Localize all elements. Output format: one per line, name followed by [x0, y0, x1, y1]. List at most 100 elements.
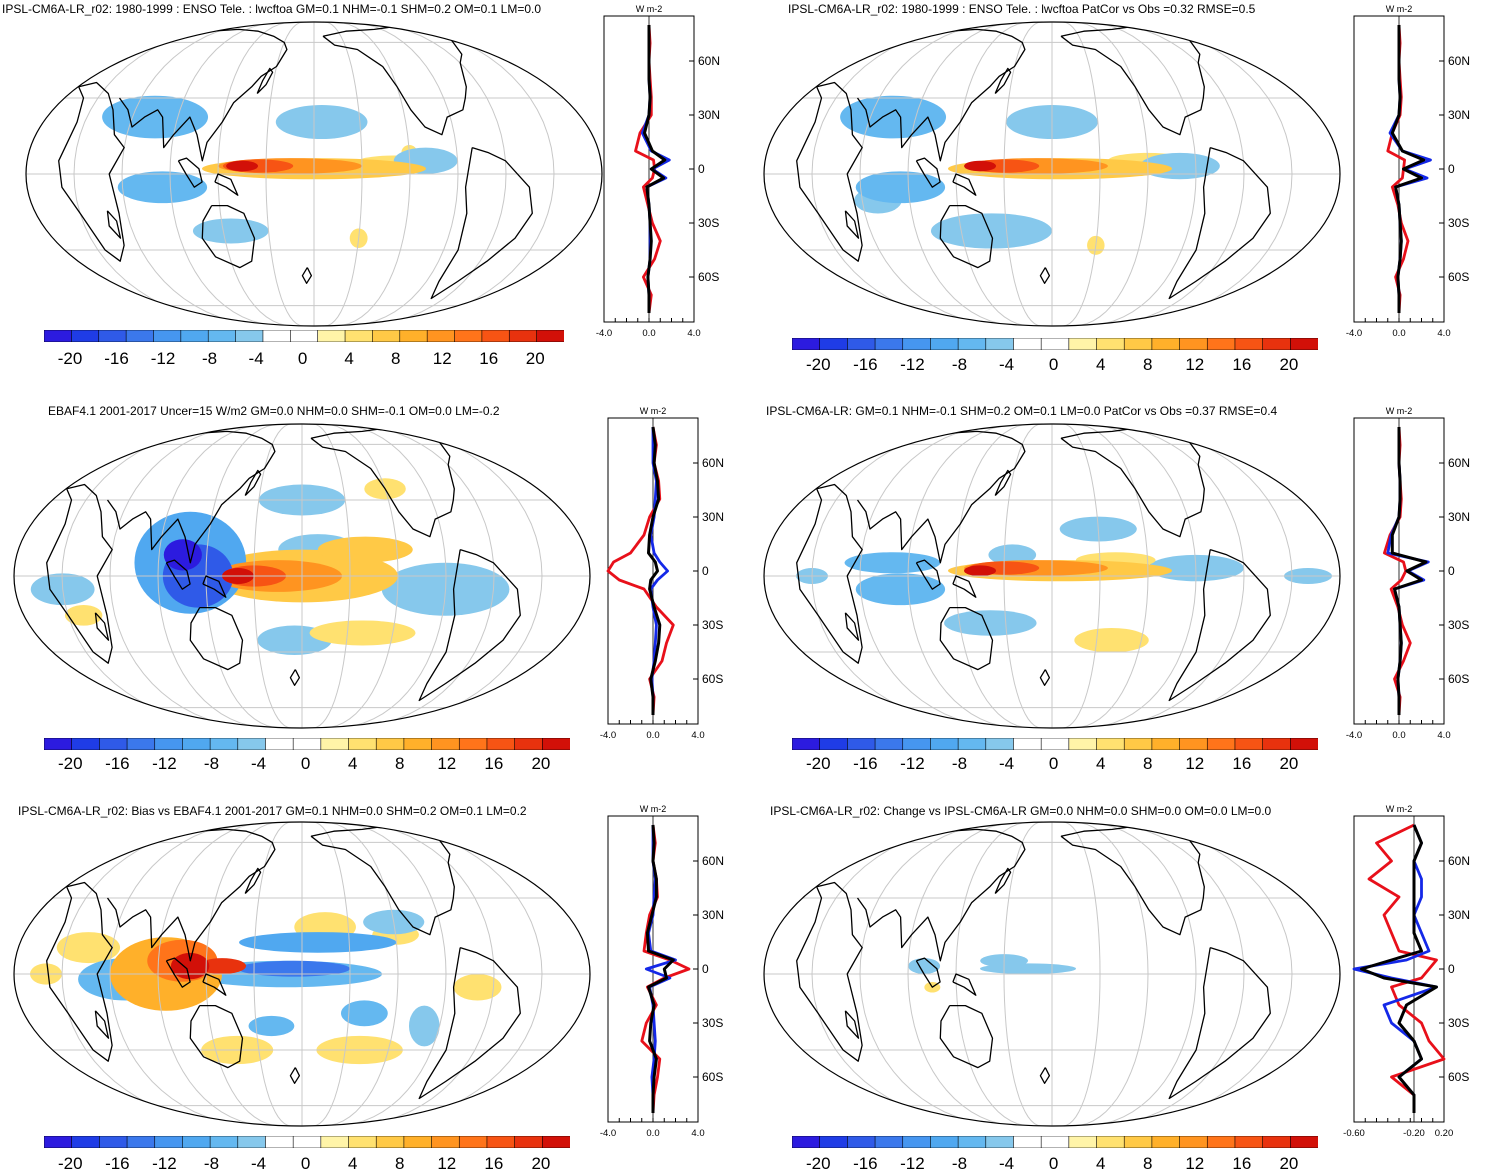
- colorbar-tick-label: 0: [300, 1154, 311, 1173]
- map-field-layer: [26, 22, 602, 326]
- coastline: [856, 28, 1026, 162]
- colorbar-tick-label: -4: [250, 1154, 267, 1173]
- x-tick-label: -4.0: [600, 730, 616, 741]
- colorbar-swatch: [957, 738, 987, 750]
- colorbar-swatch: [985, 738, 1015, 750]
- coastline: [952, 575, 977, 598]
- lat-tick-label: 30S: [702, 618, 723, 632]
- coastline: [106, 210, 122, 239]
- x-tick-label: 0.0: [1392, 328, 1405, 339]
- colorbar-swatch: [1068, 738, 1098, 750]
- field-contour-region: [317, 536, 413, 563]
- colorbar-tick-label: 20: [525, 349, 545, 368]
- colorbar-tick-label: 8: [1143, 1154, 1153, 1173]
- colorbar-swatch: [514, 1136, 544, 1148]
- coastline: [1039, 267, 1051, 284]
- colorbar-swatch: [99, 1136, 128, 1148]
- field-contour-region: [198, 958, 247, 974]
- colorbar-swatch: [1013, 738, 1042, 750]
- lat-tick-label: 60S: [1448, 1070, 1469, 1084]
- colorbar-swatch: [1040, 1136, 1070, 1148]
- colorbar-swatch: [235, 330, 264, 342]
- colorbar-tick-label: -12: [152, 754, 177, 773]
- colorbar-swatch: [375, 1136, 405, 1148]
- colorbar-tick-label: 20: [1279, 754, 1299, 773]
- x-tick-label: 0.0: [646, 730, 659, 741]
- coastline: [165, 957, 191, 988]
- colorbar-swatch: [819, 338, 849, 350]
- colorbar-swatch: [1290, 338, 1318, 350]
- map-panel-3: [13, 423, 591, 729]
- colorbar-swatch: [180, 330, 210, 342]
- lat-tick-label: 30S: [702, 1016, 723, 1030]
- coastline: [94, 1010, 110, 1039]
- coastline: [202, 973, 227, 996]
- coastline: [1039, 1067, 1051, 1084]
- lat-tick-label: 30S: [1448, 216, 1469, 230]
- coastline: [244, 469, 262, 496]
- coastline: [118, 28, 288, 162]
- colorbar-swatch: [930, 1136, 959, 1148]
- x-tick-label: 4.0: [691, 1128, 704, 1139]
- colorbar-panel-3: [44, 738, 570, 750]
- field-contour-region: [64, 605, 103, 626]
- colorbar-swatch: [317, 330, 346, 342]
- colorbar-swatch: [399, 330, 428, 342]
- colorbar-swatch: [403, 1136, 433, 1148]
- colorbar-tick-label: 16: [479, 349, 499, 368]
- colorbar-tick-label: 4: [1095, 1154, 1106, 1173]
- colorbar-swatch: [1262, 738, 1292, 750]
- colorbar-swatch: [426, 330, 456, 342]
- colorbar-tick-label: -12: [150, 349, 176, 368]
- colorbar-swatch: [348, 1136, 378, 1148]
- colorbar-swatch: [486, 738, 516, 750]
- map-border: [763, 821, 1341, 1127]
- x-tick-label: -4.0: [1346, 328, 1362, 339]
- colorbar-tick-label: 12: [437, 754, 457, 773]
- colorbar-tick-label: -20: [806, 1154, 831, 1173]
- colorbar-swatch: [792, 738, 821, 750]
- colorbar-swatch: [262, 330, 292, 342]
- colorbar-tick-label: -4: [250, 754, 267, 773]
- colorbar-tick-label: -12: [152, 1154, 177, 1173]
- map-panel-5: [13, 821, 591, 1127]
- coastline: [289, 1067, 301, 1084]
- colorbar-tick-label: 12: [1185, 355, 1205, 374]
- field-contour-region: [988, 544, 1037, 566]
- colorbar-tick-label: 16: [484, 754, 504, 773]
- coastline: [256, 67, 274, 94]
- colorbar-tick-label: -16: [853, 355, 878, 374]
- colorbar-tick-label: 16: [484, 1154, 504, 1173]
- coastline: [844, 1010, 860, 1039]
- lat-tick-label: 30N: [698, 108, 720, 122]
- units-label: W m-2: [1386, 406, 1413, 416]
- field-contour-region: [170, 952, 210, 980]
- map-field-layer: [14, 822, 590, 1126]
- colorbar-swatch: [431, 738, 461, 750]
- coastline: [244, 867, 262, 894]
- colorbar-tick-label: 8: [395, 754, 405, 773]
- colorbar-swatch: [930, 738, 959, 750]
- colorbar-swatch: [1151, 338, 1181, 350]
- colorbar-swatch: [957, 338, 987, 350]
- colorbar-tick-label: -8: [951, 754, 968, 773]
- colorbar-swatch: [344, 330, 374, 342]
- coastline: [994, 867, 1012, 894]
- x-tick-label: -4.0: [600, 1128, 616, 1139]
- colorbar-tick-label: -4: [998, 754, 1015, 773]
- colorbar-swatch: [1151, 1136, 1181, 1148]
- field-contour-region: [163, 539, 202, 571]
- coastline: [189, 1004, 244, 1069]
- x-tick-label: -0.60: [1343, 1128, 1365, 1139]
- field-contour-region: [908, 958, 941, 974]
- colorbar-tick-label: -20: [58, 1154, 83, 1173]
- coastline: [214, 173, 239, 196]
- map-field-layer: [764, 822, 1340, 1126]
- map-field-layer: [14, 424, 590, 728]
- colorbar-swatch: [1068, 338, 1098, 350]
- colorbar-swatch: [514, 738, 544, 750]
- colorbar-swatch: [1262, 338, 1292, 350]
- colorbar-panel-2: [792, 338, 1318, 350]
- colorbar-swatch: [71, 1136, 101, 1148]
- colorbar-tick-label: 16: [1232, 754, 1252, 773]
